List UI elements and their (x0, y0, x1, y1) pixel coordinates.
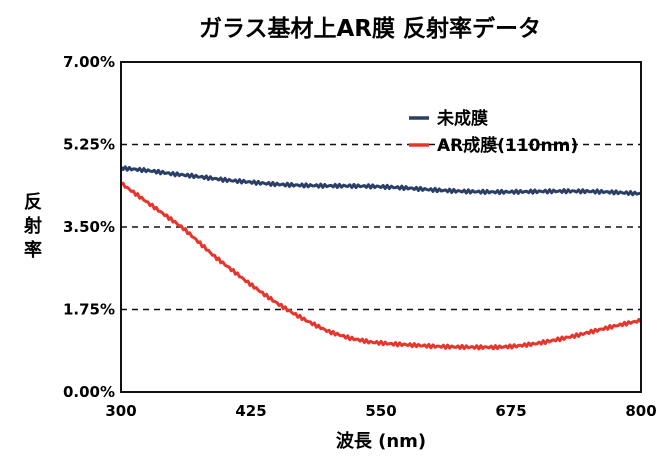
y-tick-label: 3.50% (63, 218, 115, 236)
legend: 未成膜 AR成膜(110nm) (409, 108, 578, 156)
y-tick-labels: 0.00% 1.75% 3.50% 5.25% 7.00% (63, 53, 115, 401)
plot-frame (120, 61, 642, 393)
y-tick-label: 7.00% (63, 53, 115, 71)
legend-label-0: 未成膜 (436, 108, 488, 129)
y-tick-label: 1.75% (63, 301, 115, 319)
x-tick-label: 550 (365, 402, 396, 420)
series-line-0 (119, 165, 642, 197)
x-tick-label: 800 (625, 402, 656, 420)
y-tick-label: 5.25% (63, 136, 115, 154)
y-axis-label: 反射率 (23, 192, 42, 261)
x-axis-label: 波長 (nm) (336, 430, 426, 452)
grid-lines (121, 143, 641, 311)
y-tick-label: 0.00% (63, 383, 115, 401)
legend-label-1: AR成膜(110nm) (437, 135, 578, 156)
series-layer (119, 165, 643, 351)
chart-title: ガラス基材上AR膜 反射率データ (199, 15, 541, 42)
x-tick-label: 675 (495, 402, 526, 420)
series-line-1 (120, 181, 643, 351)
x-tick-labels: 300 425 550 675 800 (105, 402, 656, 420)
x-tick-label: 300 (105, 402, 136, 420)
x-tick-label: 425 (235, 402, 266, 420)
